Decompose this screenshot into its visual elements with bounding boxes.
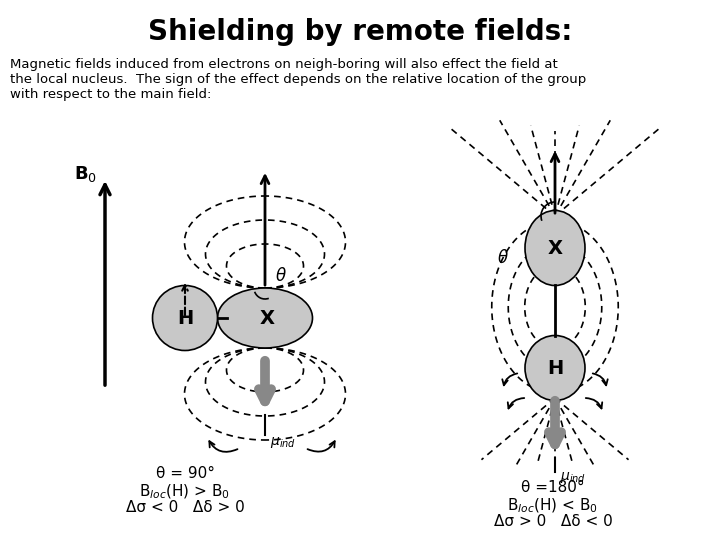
Ellipse shape (525, 211, 585, 286)
Text: $\mu_{ind}$: $\mu_{ind}$ (560, 470, 586, 485)
Text: $\theta$: $\theta$ (275, 267, 287, 285)
Text: Δσ < 0   Δδ > 0: Δσ < 0 Δδ > 0 (125, 500, 244, 515)
Text: H: H (547, 360, 563, 379)
Text: X: X (259, 309, 274, 328)
Text: Shielding by remote fields:: Shielding by remote fields: (148, 18, 572, 46)
Text: B$_{loc}$(H) < B$_0$: B$_{loc}$(H) < B$_0$ (508, 497, 598, 515)
Text: θ = 90°: θ = 90° (156, 466, 215, 481)
Text: B$_{loc}$(H) > B$_0$: B$_{loc}$(H) > B$_0$ (140, 483, 230, 502)
Text: θ =180°: θ =180° (521, 480, 585, 495)
Text: H: H (177, 308, 193, 327)
Text: X: X (547, 239, 562, 258)
Ellipse shape (525, 335, 585, 401)
Text: $\theta$: $\theta$ (497, 249, 509, 267)
Ellipse shape (153, 286, 217, 350)
Text: Δσ > 0   Δδ < 0: Δσ > 0 Δδ < 0 (494, 514, 613, 529)
Text: $\mathbf{B}_0$: $\mathbf{B}_0$ (74, 164, 97, 184)
Text: Magnetic fields induced from electrons on neigh-boring will also effect the fiel: Magnetic fields induced from electrons o… (10, 58, 586, 101)
Ellipse shape (217, 288, 312, 348)
Text: $\mu_{ind}$: $\mu_{ind}$ (270, 435, 296, 450)
